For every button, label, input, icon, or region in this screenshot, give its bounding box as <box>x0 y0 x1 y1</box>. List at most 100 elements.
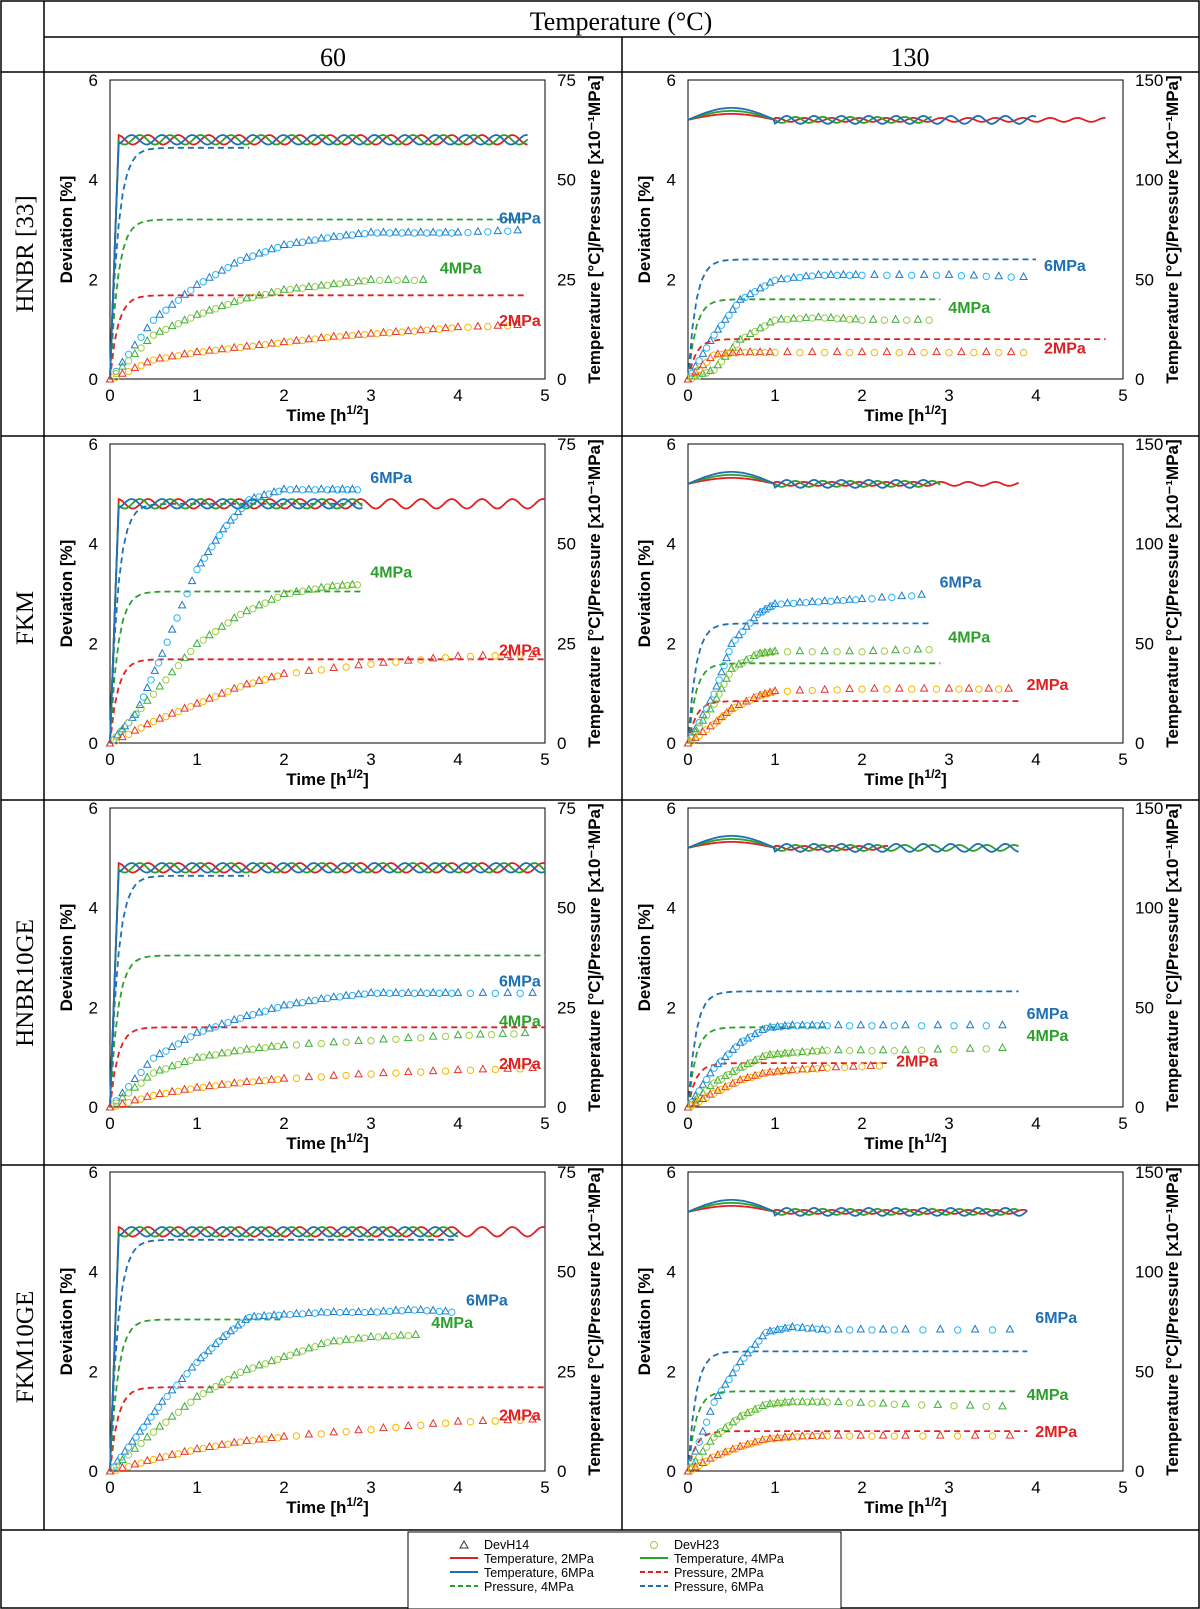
devh14-point <box>780 1323 790 1332</box>
devh23-point <box>149 690 158 698</box>
devh23-point <box>988 1326 997 1334</box>
devh14-point <box>970 1430 980 1439</box>
devh23-point <box>245 496 253 504</box>
x-tick-label: 5 <box>1118 1478 1127 1497</box>
x-tick-label: 1 <box>192 750 201 769</box>
pressure-line-6MPa <box>687 622 932 744</box>
devh23-point <box>740 1075 748 1084</box>
devh14-point <box>428 1305 438 1314</box>
devh23-point <box>803 1048 812 1056</box>
devh23-point <box>702 1418 711 1426</box>
devh23-point <box>821 271 829 280</box>
devh23-point <box>137 704 145 713</box>
y2-tick-label: 25 <box>557 270 576 289</box>
devh23-point <box>932 271 941 280</box>
devh23-point <box>908 271 916 280</box>
devh23-point <box>920 348 928 357</box>
devh14-point <box>765 1433 775 1442</box>
y-axis-label: Deviation [%] <box>635 540 654 648</box>
y2-tick-label: 50 <box>557 171 576 190</box>
devh14-point <box>341 230 351 239</box>
devh14-point <box>211 535 220 544</box>
devh23-point <box>821 314 829 322</box>
devh14-point <box>242 293 252 302</box>
devh14-point <box>965 1043 975 1052</box>
devh23-point <box>174 1450 183 1458</box>
annotation-4MPa: 4MPa <box>1027 1387 1069 1404</box>
devh23-point <box>783 648 792 656</box>
devh14-point <box>831 1062 841 1071</box>
devh14-point <box>478 987 488 996</box>
temperature-line-4MPa <box>109 134 529 380</box>
x-axis-label: Time [h1/2] <box>286 403 369 425</box>
devh23-point <box>336 280 344 288</box>
devh23-point <box>147 676 155 684</box>
devh14-point <box>142 1059 152 1068</box>
devh23-point <box>441 1032 450 1041</box>
devh23-point <box>417 1421 425 1430</box>
devh23-point <box>802 598 810 607</box>
devh23-point <box>236 1014 245 1022</box>
devh23-point <box>917 1022 926 1030</box>
devh23-point <box>710 1064 718 1072</box>
devh14-point <box>366 227 376 236</box>
devh14-point <box>453 227 463 236</box>
devh14-point <box>135 1426 145 1435</box>
chart-fkm-60: 0 2 4 6 0 25 50 75 0 1 2 3 4 5 Time [h1/2] Deviation [%… <box>57 435 604 789</box>
devh14-point <box>713 324 723 333</box>
temperature-line-4MPa <box>109 1226 459 1472</box>
devh14-point <box>279 1431 289 1440</box>
devh23-point <box>385 229 394 237</box>
devh23-point <box>890 1326 899 1334</box>
x-tick-label: 1 <box>192 1114 201 1133</box>
devh23-point <box>333 486 342 494</box>
devh23-point <box>236 343 245 352</box>
devh14-point <box>155 1088 165 1097</box>
devh14-point <box>304 996 314 1005</box>
devh14-point <box>706 336 715 345</box>
devh23-point <box>112 367 120 376</box>
devh23-point <box>908 592 916 600</box>
devh14-point <box>130 1459 140 1468</box>
devh14-point <box>341 330 351 339</box>
devh23-point <box>348 991 357 1000</box>
devh23-point <box>758 649 767 658</box>
y2-tick-label: 75 <box>557 71 576 90</box>
devh23-point <box>174 1408 183 1416</box>
y2-tick-label: 50 <box>557 899 576 918</box>
devh14-point <box>292 484 301 493</box>
pressure-line-2MPa <box>109 294 528 380</box>
devh23-point <box>261 341 270 349</box>
y2-tick-label: 25 <box>557 634 576 653</box>
legend-item: DevH23 <box>650 1538 719 1552</box>
devh14-point <box>994 271 1004 280</box>
devh14-point <box>891 314 900 323</box>
devh23-point <box>163 638 171 646</box>
devh14-point <box>217 1079 227 1088</box>
devh23-point <box>868 1432 876 1440</box>
devh14-point <box>735 1075 745 1084</box>
devh14-point <box>254 1007 264 1016</box>
devh14-point <box>279 337 289 346</box>
devh14-point <box>478 1415 488 1424</box>
legend-label: Pressure, 6MPa <box>674 1580 764 1594</box>
devh23-point <box>112 1097 120 1105</box>
x-tick-label: 1 <box>770 386 779 405</box>
devh14-point <box>520 1028 530 1037</box>
devh23-point <box>137 1079 145 1087</box>
x-tick-label: 4 <box>453 1114 462 1133</box>
devh23-point <box>464 228 472 237</box>
devh14-point <box>167 351 177 360</box>
devh23-point <box>845 1022 854 1030</box>
devh14-point <box>493 226 503 235</box>
devh23-point <box>491 1065 499 1074</box>
devh14-point <box>229 1014 239 1023</box>
devh23-point <box>868 1046 876 1055</box>
devh23-point <box>917 1046 926 1055</box>
devh23-point <box>789 599 798 608</box>
devh14-point <box>279 588 289 597</box>
devh14-point <box>391 326 401 335</box>
devh14-point <box>720 1423 730 1432</box>
header-title: Temperature (°C) <box>530 7 713 36</box>
devh23-point <box>261 599 270 607</box>
